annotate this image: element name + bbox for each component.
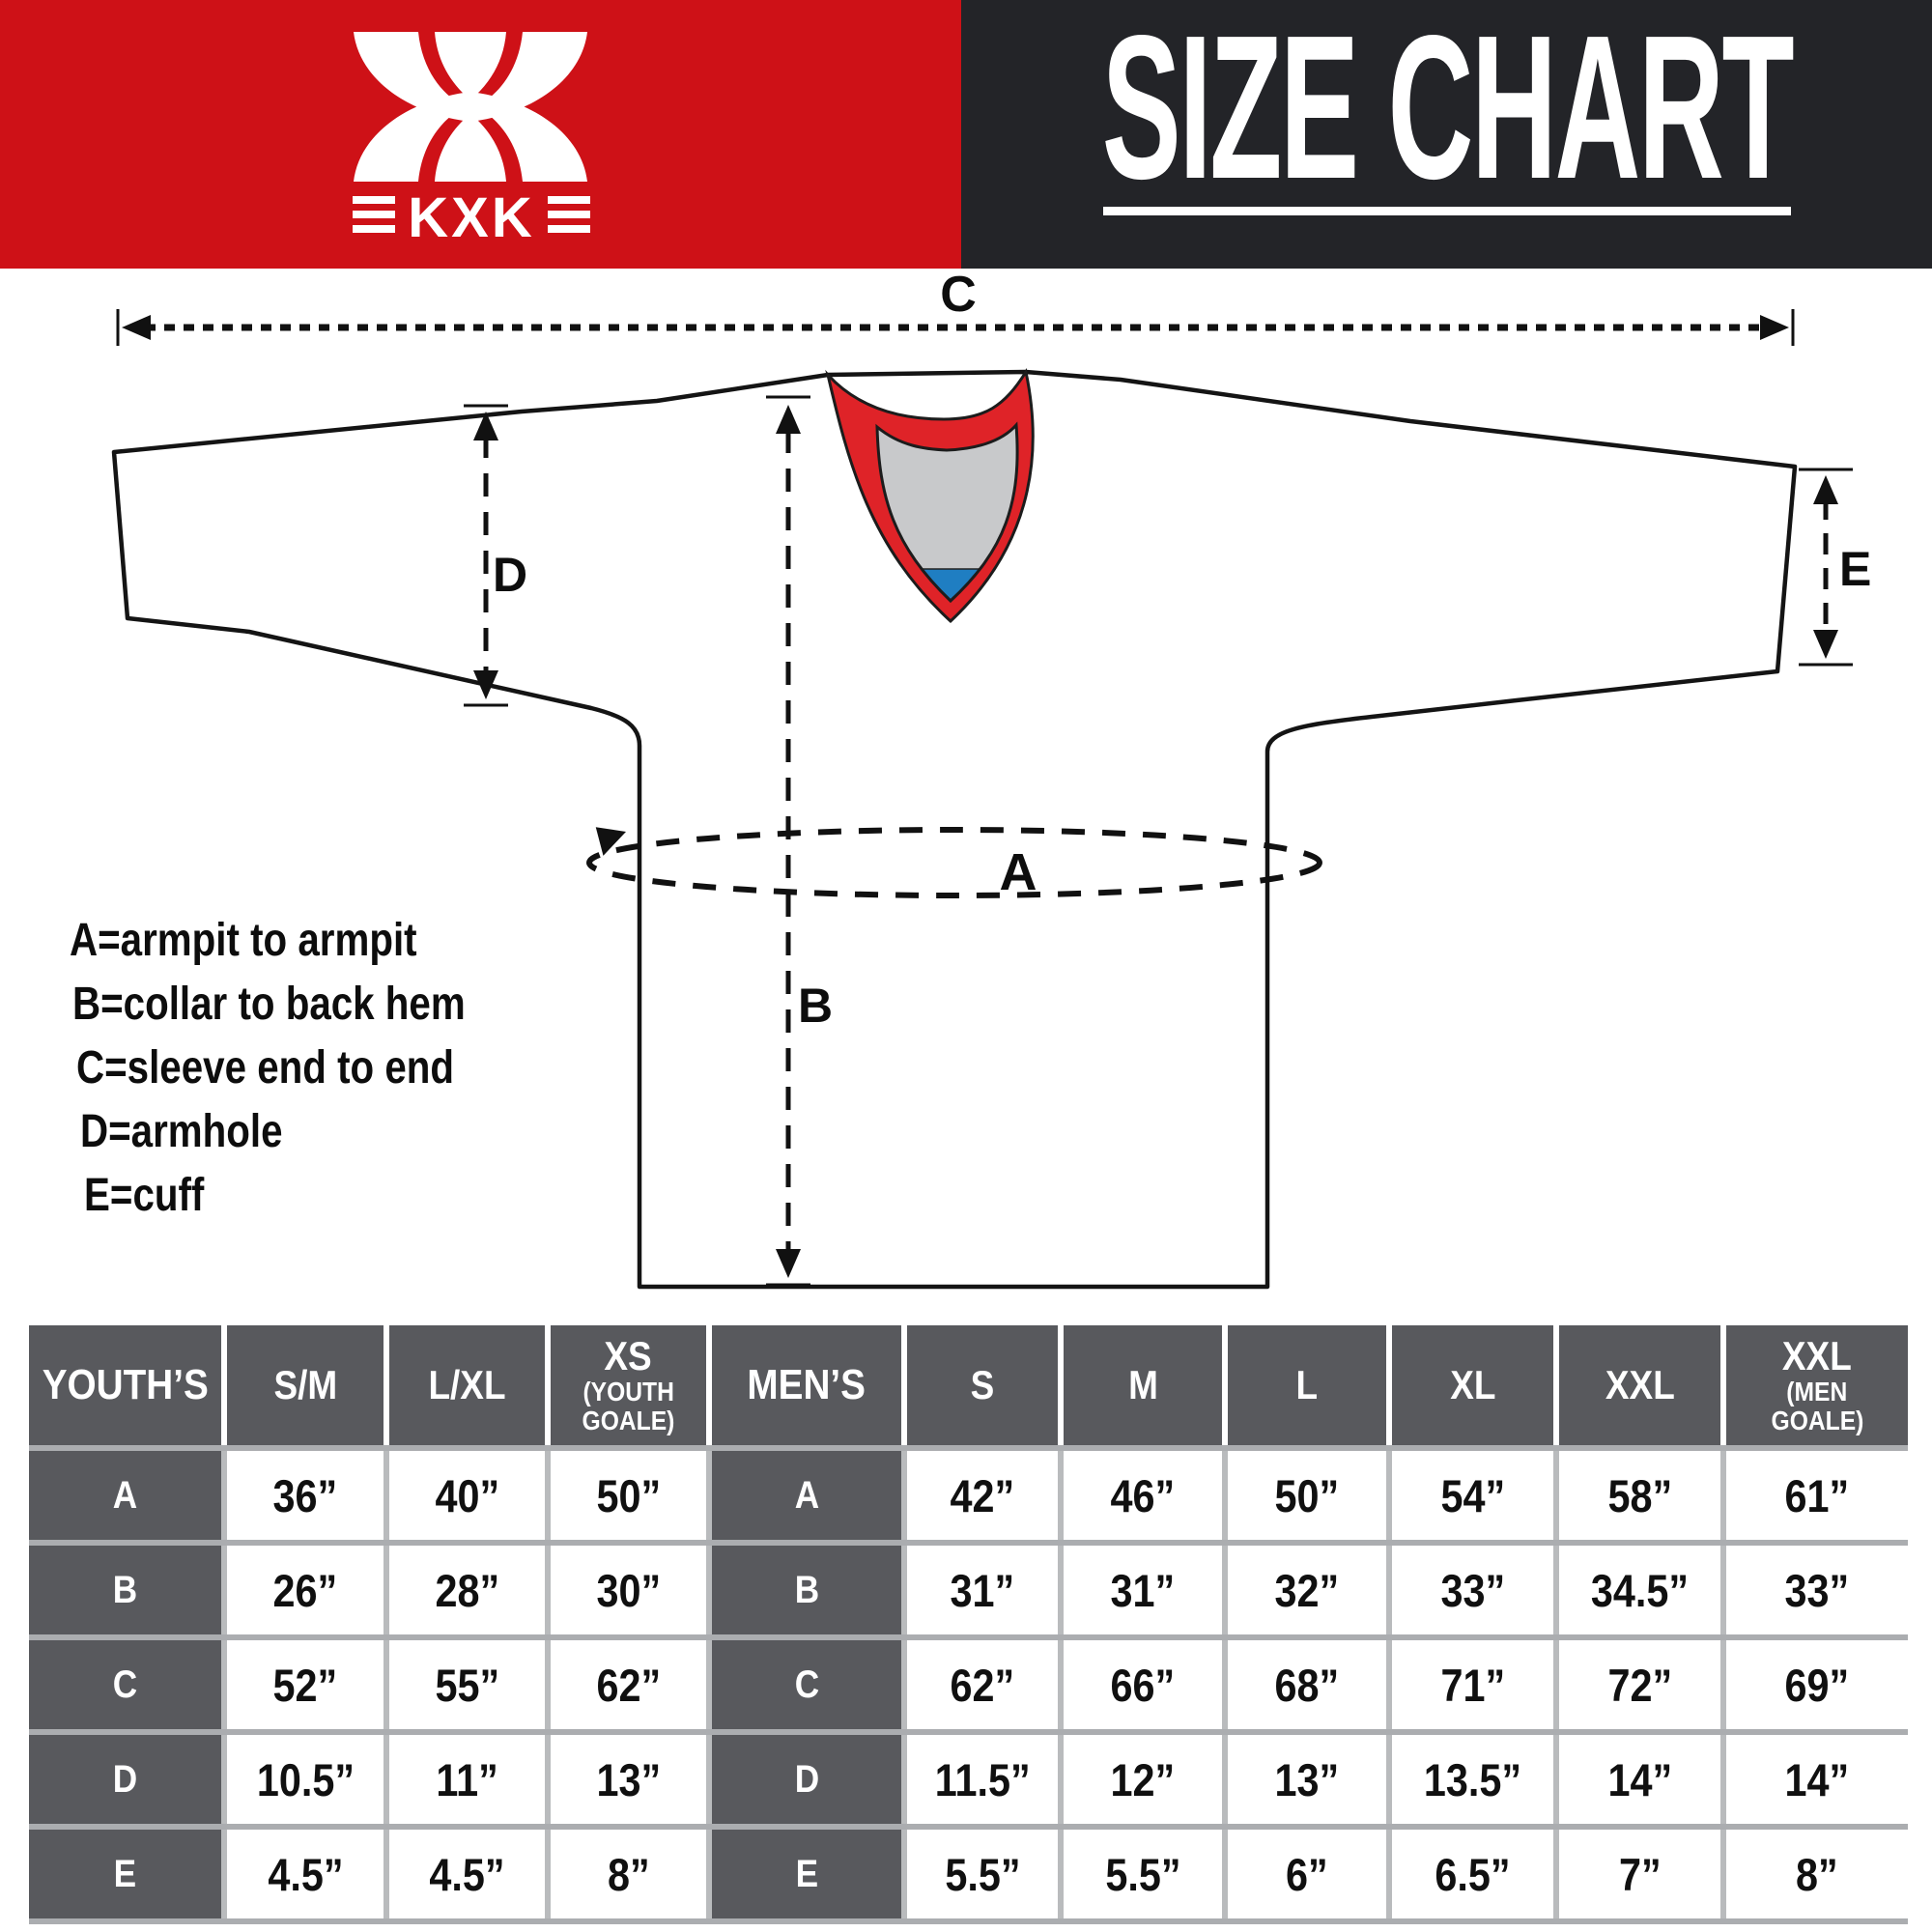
title-panel: SIZE CHART — [961, 0, 1932, 269]
youth-group-header: YOUTH’S — [29, 1325, 221, 1445]
kxk-logo: KXK — [353, 32, 590, 249]
measure-label-d: D — [493, 548, 527, 602]
youth-row-label: D — [29, 1735, 221, 1824]
table-row-a: A 36” 40” 50” A 42” 46” 50” 54” 58” 61” — [29, 1451, 1908, 1540]
legend-item-d: D=armhole — [80, 1106, 283, 1157]
men-row-label: B — [712, 1546, 901, 1634]
youth-row-label: A — [29, 1451, 221, 1540]
youth-row-label: C — [29, 1640, 221, 1729]
measure-label-a: A — [1000, 843, 1037, 901]
table-header-row: YOUTH’S S/M L/XL XS (YOUTH GOALE) MEN’S … — [29, 1325, 1908, 1445]
page-title: SIZE CHART — [1101, 0, 1794, 221]
legend-item-c: C=sleeve end to end — [76, 1042, 455, 1094]
men-row-label: C — [712, 1640, 901, 1729]
legend-item-b: B=collar to back hem — [72, 979, 466, 1030]
measure-arrow-e — [1799, 468, 1853, 667]
men-row-label: E — [712, 1830, 901, 1918]
youth-row-label: B — [29, 1546, 221, 1634]
men-col-m: M — [1064, 1325, 1222, 1445]
men-row-label: A — [712, 1451, 901, 1540]
men-row-label: D — [712, 1735, 901, 1824]
youth-col-lxl: L/XL — [389, 1325, 545, 1445]
measure-ellipse-a — [586, 827, 1322, 898]
logo-x-icon — [354, 32, 587, 182]
table-row-e: E 4.5” 4.5” 8” E 5.5” 5.5” 6” 6.5” 7” 8” — [29, 1830, 1908, 1918]
measure-label-e: E — [1839, 542, 1871, 596]
table-row-d: D 10.5” 11” 13” D 11.5” 12” 13” 13.5” 14… — [29, 1735, 1908, 1824]
measure-label-b: B — [798, 979, 833, 1033]
youth-row-label: E — [29, 1830, 221, 1918]
men-col-xl: XL — [1392, 1325, 1553, 1445]
collar — [825, 368, 1035, 624]
measure-arrow-c — [116, 309, 1795, 346]
measure-arrow-d — [464, 404, 508, 707]
collar-red-band — [825, 368, 1035, 624]
logo-right-bars-icon — [548, 196, 590, 233]
youth-col-goalie: XS (YOUTH GOALE) — [551, 1325, 706, 1445]
measure-arrow-b — [766, 395, 810, 1287]
men-col-xxl: XXL — [1559, 1325, 1720, 1445]
legend-item-a: A=armpit to armpit — [70, 915, 417, 966]
size-table: YOUTH’S S/M L/XL XS (YOUTH GOALE) MEN’S … — [29, 1325, 1908, 1924]
title-underline — [1102, 207, 1791, 215]
measurement-legend: A=armpit to armpit B=collar to back hem … — [70, 914, 540, 1233]
logo-left-bars-icon — [353, 196, 395, 233]
men-group-header: MEN’S — [712, 1325, 901, 1445]
men-col-l: L — [1228, 1325, 1386, 1445]
men-col-s: S — [907, 1325, 1058, 1445]
table-row-c: C 52” 55” 62” C 62” 66” 68” 71” 72” 69” — [29, 1640, 1908, 1729]
brand-name: KXK — [408, 186, 534, 249]
brand-header-panel: KXK — [0, 0, 961, 269]
legend-item-e: E=cuff — [84, 1170, 205, 1221]
youth-col-sm: S/M — [227, 1325, 384, 1445]
men-col-goalie: XXL (MEN GOALE) — [1726, 1325, 1908, 1445]
measure-label-c: C — [940, 267, 977, 323]
table-row-b: B 26” 28” 30” B 31” 31” 32” 33” 34.5” 33… — [29, 1546, 1908, 1634]
